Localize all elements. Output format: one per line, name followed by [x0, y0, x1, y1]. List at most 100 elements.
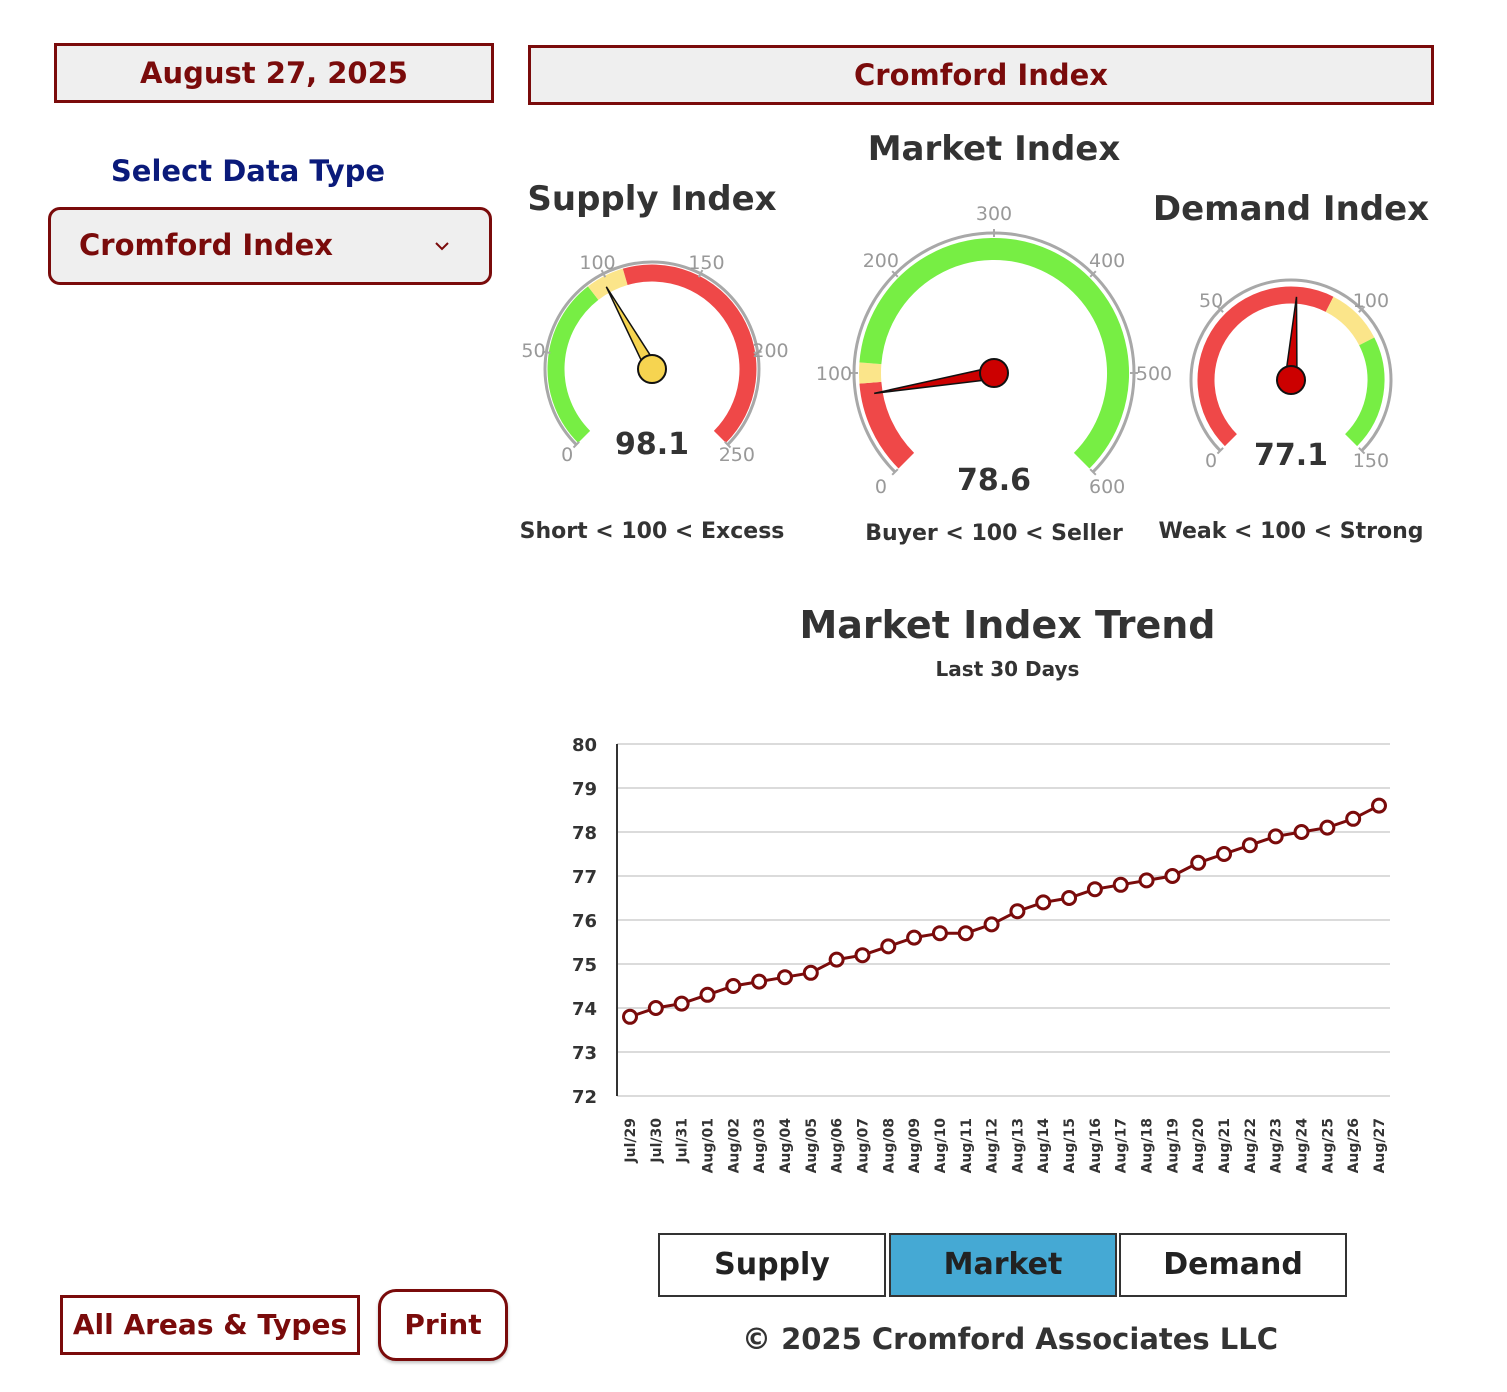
x-tick-label: Aug/05: [804, 1118, 820, 1173]
data-type-select[interactable]: Cromford Index: [48, 207, 492, 285]
x-tick-label: Aug/12: [985, 1118, 1001, 1173]
print-button[interactable]: Print: [378, 1289, 508, 1361]
demand-gauge-caption: Weak < 100 < Strong: [1158, 519, 1423, 544]
supply-gauge-tick: [600, 269, 607, 278]
market-index-trend-chart: 72 73 74 75 76 77 78 79 80 Jul/29 Jul/30 Jul/31 Aug/…: [572, 735, 1390, 1174]
trend-data-point: [1345, 810, 1362, 827]
trend-data-point: [1241, 837, 1258, 854]
x-tick-label: Aug/13: [1010, 1118, 1026, 1173]
x-tick-label: Aug/08: [881, 1118, 897, 1173]
demand-gauge-tick: [1358, 447, 1366, 455]
trend-data-point: [957, 925, 974, 942]
demand-gauge-tick: [1216, 305, 1224, 313]
supply-gauge-band: [622, 264, 757, 443]
trend-data-point: [1319, 819, 1336, 836]
trend-data-point: [1035, 894, 1052, 911]
trend-data-point: [1061, 890, 1078, 906]
trend-data-point: [673, 995, 690, 1012]
x-tick-label: Aug/19: [1165, 1118, 1181, 1173]
demand-gauge-title: Demand Index: [1153, 189, 1429, 229]
supply-gauge-tick: [697, 269, 704, 278]
trend-data-point: [1086, 881, 1103, 898]
supply-gauge-tick-label: 200: [752, 340, 788, 362]
x-tick-label: Aug/27: [1372, 1118, 1388, 1173]
market-gauge-tick-label: 100: [816, 363, 852, 385]
tab-supply[interactable]: Supply: [658, 1233, 886, 1297]
supply-gauge-caption: Short < 100 < Excess: [520, 519, 785, 544]
demand-gauge-band: [1344, 337, 1385, 447]
x-tick-label: Aug/02: [726, 1118, 742, 1173]
y-tick-label: 79: [572, 779, 597, 800]
x-tick-label: Aug/21: [1217, 1118, 1233, 1173]
trend-data-point: [647, 1000, 664, 1016]
x-tick-label: Aug/10: [933, 1118, 949, 1174]
y-tick-label: 72: [572, 1087, 597, 1108]
trend-data-point: [776, 969, 793, 986]
date-display: August 27, 2025: [54, 43, 494, 103]
trend-data-point: [854, 947, 871, 964]
x-tick-label: Aug/14: [1036, 1118, 1052, 1174]
trend-data-point: [983, 916, 1000, 933]
trend-data-point: [906, 929, 923, 946]
y-tick-label: 77: [572, 867, 597, 888]
x-tick-label: Aug/23: [1269, 1118, 1285, 1173]
x-tick-label: Jul/31: [675, 1118, 691, 1164]
demand-gauge-tick-label: 150: [1353, 450, 1389, 472]
x-tick-label: Aug/11: [959, 1118, 975, 1173]
y-tick-label: 73: [572, 1043, 597, 1064]
all-areas-types-button[interactable]: All Areas & Types: [60, 1295, 360, 1355]
demand-gauge-pivot: [1276, 365, 1306, 395]
gauges-panel: Supply Index 0 50 100 150 200 250 98.1 Short < 1…: [520, 129, 1430, 546]
x-tick-label: Aug/16: [1088, 1118, 1104, 1173]
x-tick-label: Jul/29: [623, 1118, 639, 1164]
market-gauge-value: 78.6: [957, 463, 1031, 498]
trend-data-point: [725, 978, 742, 994]
trend-data-point: [1371, 797, 1387, 814]
market-gauge-tick-label: 200: [863, 250, 899, 272]
trend-chart-subtitle: Last 30 Days: [935, 657, 1080, 681]
trend-data-point: [1164, 868, 1181, 884]
demand-gauge-tick-label: 50: [1199, 290, 1223, 312]
supply-gauge-tick-label: 150: [688, 252, 724, 274]
trend-data-point: [880, 938, 897, 955]
x-tick-label: Aug/26: [1346, 1118, 1362, 1173]
y-tick-label: 80: [572, 735, 597, 756]
market-gauge-pivot: [979, 358, 1009, 388]
supply-gauge-tick: [542, 350, 551, 354]
trend-data-point: [828, 951, 845, 968]
market-gauge-tick-label: 400: [1089, 250, 1125, 272]
select-data-type-label: Select Data Type: [110, 154, 386, 188]
supply-gauge-band: [587, 268, 628, 301]
x-tick-label: Aug/01: [700, 1118, 716, 1173]
demand-gauge-outline: [1189, 278, 1393, 452]
demand-gauge-tick-label: 100: [1353, 290, 1389, 312]
demand-gauge-tick: [1358, 305, 1366, 313]
trend-data-point: [1267, 828, 1284, 845]
x-tick-label: Aug/24: [1295, 1118, 1311, 1174]
market-gauge-band: [859, 238, 1129, 469]
market-gauge-tick: [891, 270, 899, 278]
supply-gauge-value: 98.1: [615, 427, 689, 462]
market-gauge-tick-label: 300: [976, 203, 1012, 225]
trend-data-point: [802, 964, 819, 981]
y-tick-label: 74: [572, 999, 597, 1020]
trend-data-point: [1190, 854, 1207, 871]
market-gauge-needle: [874, 366, 996, 395]
supply-gauge-title: Supply Index: [527, 179, 776, 219]
trend-chart-title: Market Index Trend: [799, 603, 1216, 647]
y-tick-label: 78: [572, 823, 597, 844]
trend-data-point: [622, 1008, 638, 1025]
market-gauge-caption: Buyer < 100 < Seller: [865, 521, 1123, 546]
y-tick-label: 75: [572, 955, 597, 976]
trend-data-point: [1138, 872, 1155, 889]
x-tick-label: Aug/06: [830, 1118, 846, 1173]
x-tick-label: Aug/07: [855, 1118, 871, 1173]
market-gauge-tick-label: 600: [1089, 476, 1125, 498]
trend-data-point: [1293, 824, 1310, 840]
x-tick-label: Aug/20: [1191, 1118, 1207, 1174]
supply-gauge-outline: [543, 260, 761, 446]
tab-demand[interactable]: Demand: [1119, 1233, 1347, 1297]
supply-gauge-pivot: [637, 354, 667, 384]
tab-market[interactable]: Market: [889, 1233, 1117, 1297]
y-tick-label: 76: [572, 911, 597, 932]
